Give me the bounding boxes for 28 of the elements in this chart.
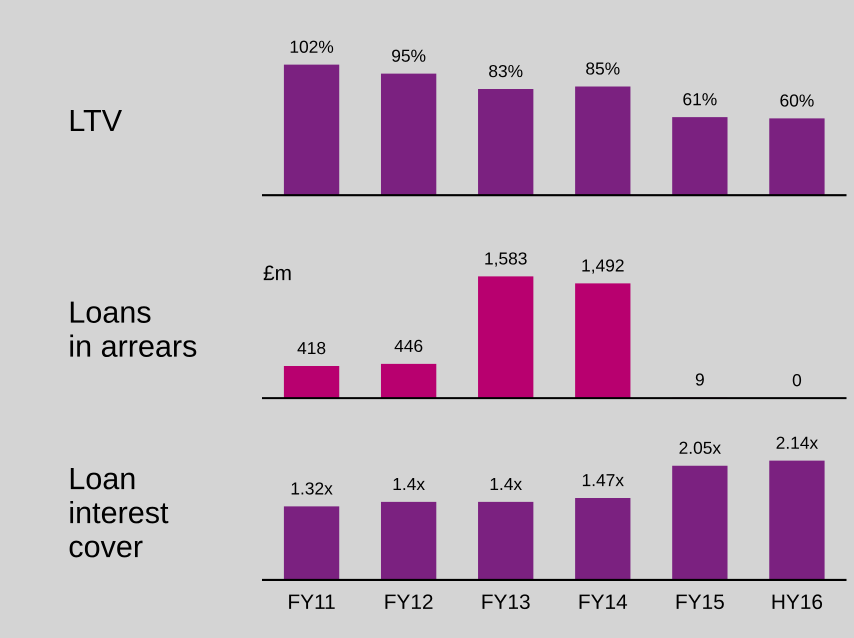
data-label: 102%: [290, 40, 334, 53]
data-label: 1.4x: [490, 478, 522, 490]
text: LTV: [70, 110, 122, 132]
data-label: 85%: [586, 62, 620, 75]
data-label: 2.05x: [679, 442, 721, 454]
data-label: 0: [792, 374, 802, 386]
data-label: 1.4x: [394, 478, 425, 490]
x-tick-label: FY15: [676, 594, 724, 610]
data-label: 83%: [489, 64, 522, 78]
data-label: 2.14x: [776, 436, 818, 449]
data-label: 1.47x: [582, 474, 624, 486]
data-label: 1,492: [582, 259, 624, 274]
x-tick-label: FY11: [289, 594, 335, 609]
text: Loan interest cover: [70, 468, 168, 558]
data-label: 95%: [392, 50, 426, 62]
annotation: £m: [264, 266, 291, 280]
data-label: 60%: [780, 94, 814, 107]
data-label: 446: [394, 340, 422, 352]
x-tick-label: FY14: [580, 594, 628, 609]
x-tick-label: FY12: [385, 594, 432, 609]
text: Loans in arrears: [70, 302, 196, 357]
data-label: 1,583: [485, 252, 527, 267]
data-label: 1.32x: [292, 482, 333, 495]
data-label: 418: [297, 342, 326, 354]
x-tick-label: FY13: [482, 594, 530, 610]
data-label: 61%: [683, 93, 717, 106]
data-label: 9: [696, 373, 704, 386]
x-tick-label: HY16: [772, 594, 822, 610]
